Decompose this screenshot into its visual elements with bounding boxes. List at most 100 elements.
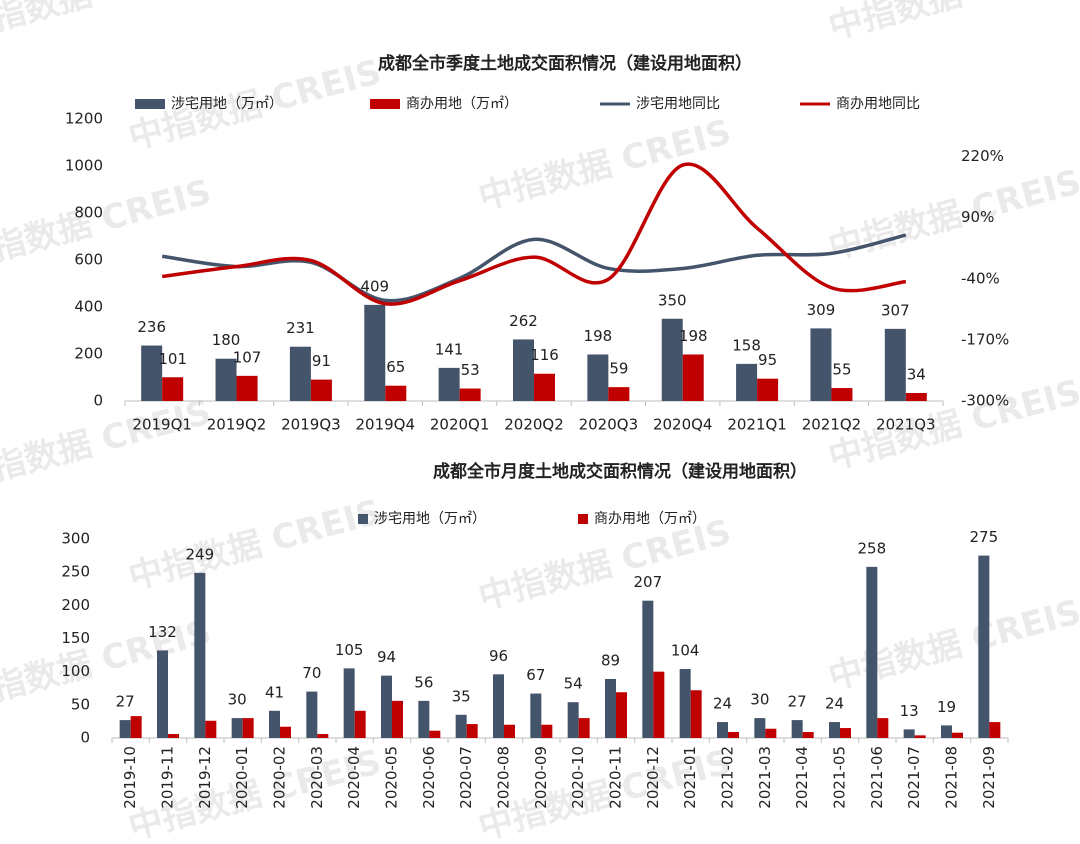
legend-label: 商办用地同比 xyxy=(836,96,920,112)
x-tick-label: 2020-05 xyxy=(383,746,401,809)
data-label: 30 xyxy=(228,691,247,709)
data-label: 30 xyxy=(750,691,769,709)
x-tick-label: 2019Q1 xyxy=(132,416,192,434)
watermark: 中指数据 CREIS xyxy=(824,372,1080,478)
bar xyxy=(541,724,553,738)
legend-label: 商办用地（万㎡） xyxy=(406,96,518,112)
bar xyxy=(903,729,915,738)
bar xyxy=(364,304,386,401)
bar xyxy=(941,725,952,738)
bar xyxy=(679,669,691,738)
bar xyxy=(381,675,392,738)
y-tick-label: 600 xyxy=(74,251,103,269)
bar xyxy=(530,693,542,738)
data-label: 275 xyxy=(970,528,999,546)
bar xyxy=(717,722,728,738)
data-label: 91 xyxy=(312,352,331,370)
data-label: 65 xyxy=(386,358,405,376)
data-label: 55 xyxy=(832,361,851,379)
bar xyxy=(205,720,217,738)
bar xyxy=(754,718,766,738)
bar xyxy=(728,732,739,738)
legend-swatch xyxy=(135,99,165,109)
x-tick-label: 2019Q2 xyxy=(207,416,267,434)
data-label: 307 xyxy=(881,301,910,319)
data-label: 94 xyxy=(377,648,396,666)
x-tick-label: 2020Q2 xyxy=(504,416,564,434)
x-tick-label: 2020Q1 xyxy=(430,416,490,434)
bar xyxy=(418,700,430,738)
bar xyxy=(385,385,407,401)
bar xyxy=(877,718,889,738)
bar xyxy=(765,728,777,738)
bar xyxy=(840,728,851,738)
bar xyxy=(493,674,504,738)
x-tick-label: 2021-02 xyxy=(719,746,737,809)
legend-label: 涉宅用地同比 xyxy=(636,96,720,112)
bar xyxy=(429,730,441,738)
watermark: 中指数据 CREIS xyxy=(124,492,385,598)
x-tick-label: 2020-06 xyxy=(420,746,438,809)
bar xyxy=(157,650,168,738)
bar xyxy=(438,367,460,401)
data-label: 101 xyxy=(158,350,187,368)
data-label: 56 xyxy=(414,673,433,691)
y-tick-label: 0 xyxy=(80,729,90,747)
data-label: 107 xyxy=(233,348,262,366)
data-label: 24 xyxy=(713,695,732,713)
bar xyxy=(289,346,311,401)
x-tick-label: 2021-06 xyxy=(868,746,886,809)
bar xyxy=(608,387,630,401)
y2-tick-label: -300% xyxy=(961,392,1009,410)
bar xyxy=(459,388,481,401)
bar xyxy=(682,354,704,401)
y-tick-label: 1000 xyxy=(65,157,103,175)
data-label: 236 xyxy=(137,318,166,336)
data-label: 19 xyxy=(937,698,956,716)
x-tick-label: 2020-04 xyxy=(345,746,363,809)
data-label: 116 xyxy=(530,346,559,364)
data-label: 54 xyxy=(564,675,583,693)
y-tick-label: 200 xyxy=(61,596,90,614)
y-tick-label: 0 xyxy=(93,392,103,410)
bar xyxy=(168,734,179,738)
y2-tick-label: 90% xyxy=(961,208,994,226)
bar xyxy=(306,691,318,738)
legend-swatch xyxy=(370,99,400,109)
x-tick-label: 2020-12 xyxy=(644,746,662,809)
data-label: 70 xyxy=(302,664,321,682)
bar xyxy=(354,710,366,738)
data-label: 158 xyxy=(732,336,761,354)
data-label: 231 xyxy=(286,319,315,337)
bar xyxy=(269,710,280,738)
bar xyxy=(690,690,702,738)
bar xyxy=(642,600,654,738)
bar xyxy=(884,328,906,401)
data-label: 95 xyxy=(758,351,777,369)
y-tick-label: 50 xyxy=(71,695,90,713)
bar xyxy=(829,722,840,738)
x-tick-label: 2020-09 xyxy=(532,746,550,809)
x-tick-label: 2021Q2 xyxy=(802,416,862,434)
chart-title: 成都全市季度土地成交面积情况（建设用地面积） xyxy=(378,53,752,74)
legend-swatch xyxy=(578,514,588,524)
x-tick-label: 2020Q4 xyxy=(653,416,713,434)
bar xyxy=(280,726,291,738)
data-label: 180 xyxy=(212,331,241,349)
line xyxy=(161,233,907,303)
x-tick-label: 2020-07 xyxy=(457,746,475,809)
x-tick-label: 2021Q3 xyxy=(876,416,936,434)
data-label: 207 xyxy=(634,573,663,591)
x-tick-label: 2020-02 xyxy=(271,746,289,809)
x-tick-label: 2019Q4 xyxy=(356,416,416,434)
bar xyxy=(989,722,1001,738)
bar xyxy=(810,328,832,401)
legend-label: 涉宅用地（万㎡） xyxy=(374,511,486,527)
bar xyxy=(194,572,206,738)
bar xyxy=(978,555,990,738)
y-tick-label: 800 xyxy=(74,204,103,222)
x-tick-label: 2020-08 xyxy=(495,746,513,809)
bar xyxy=(392,700,403,738)
data-label: 67 xyxy=(526,666,545,684)
bar xyxy=(231,718,243,738)
